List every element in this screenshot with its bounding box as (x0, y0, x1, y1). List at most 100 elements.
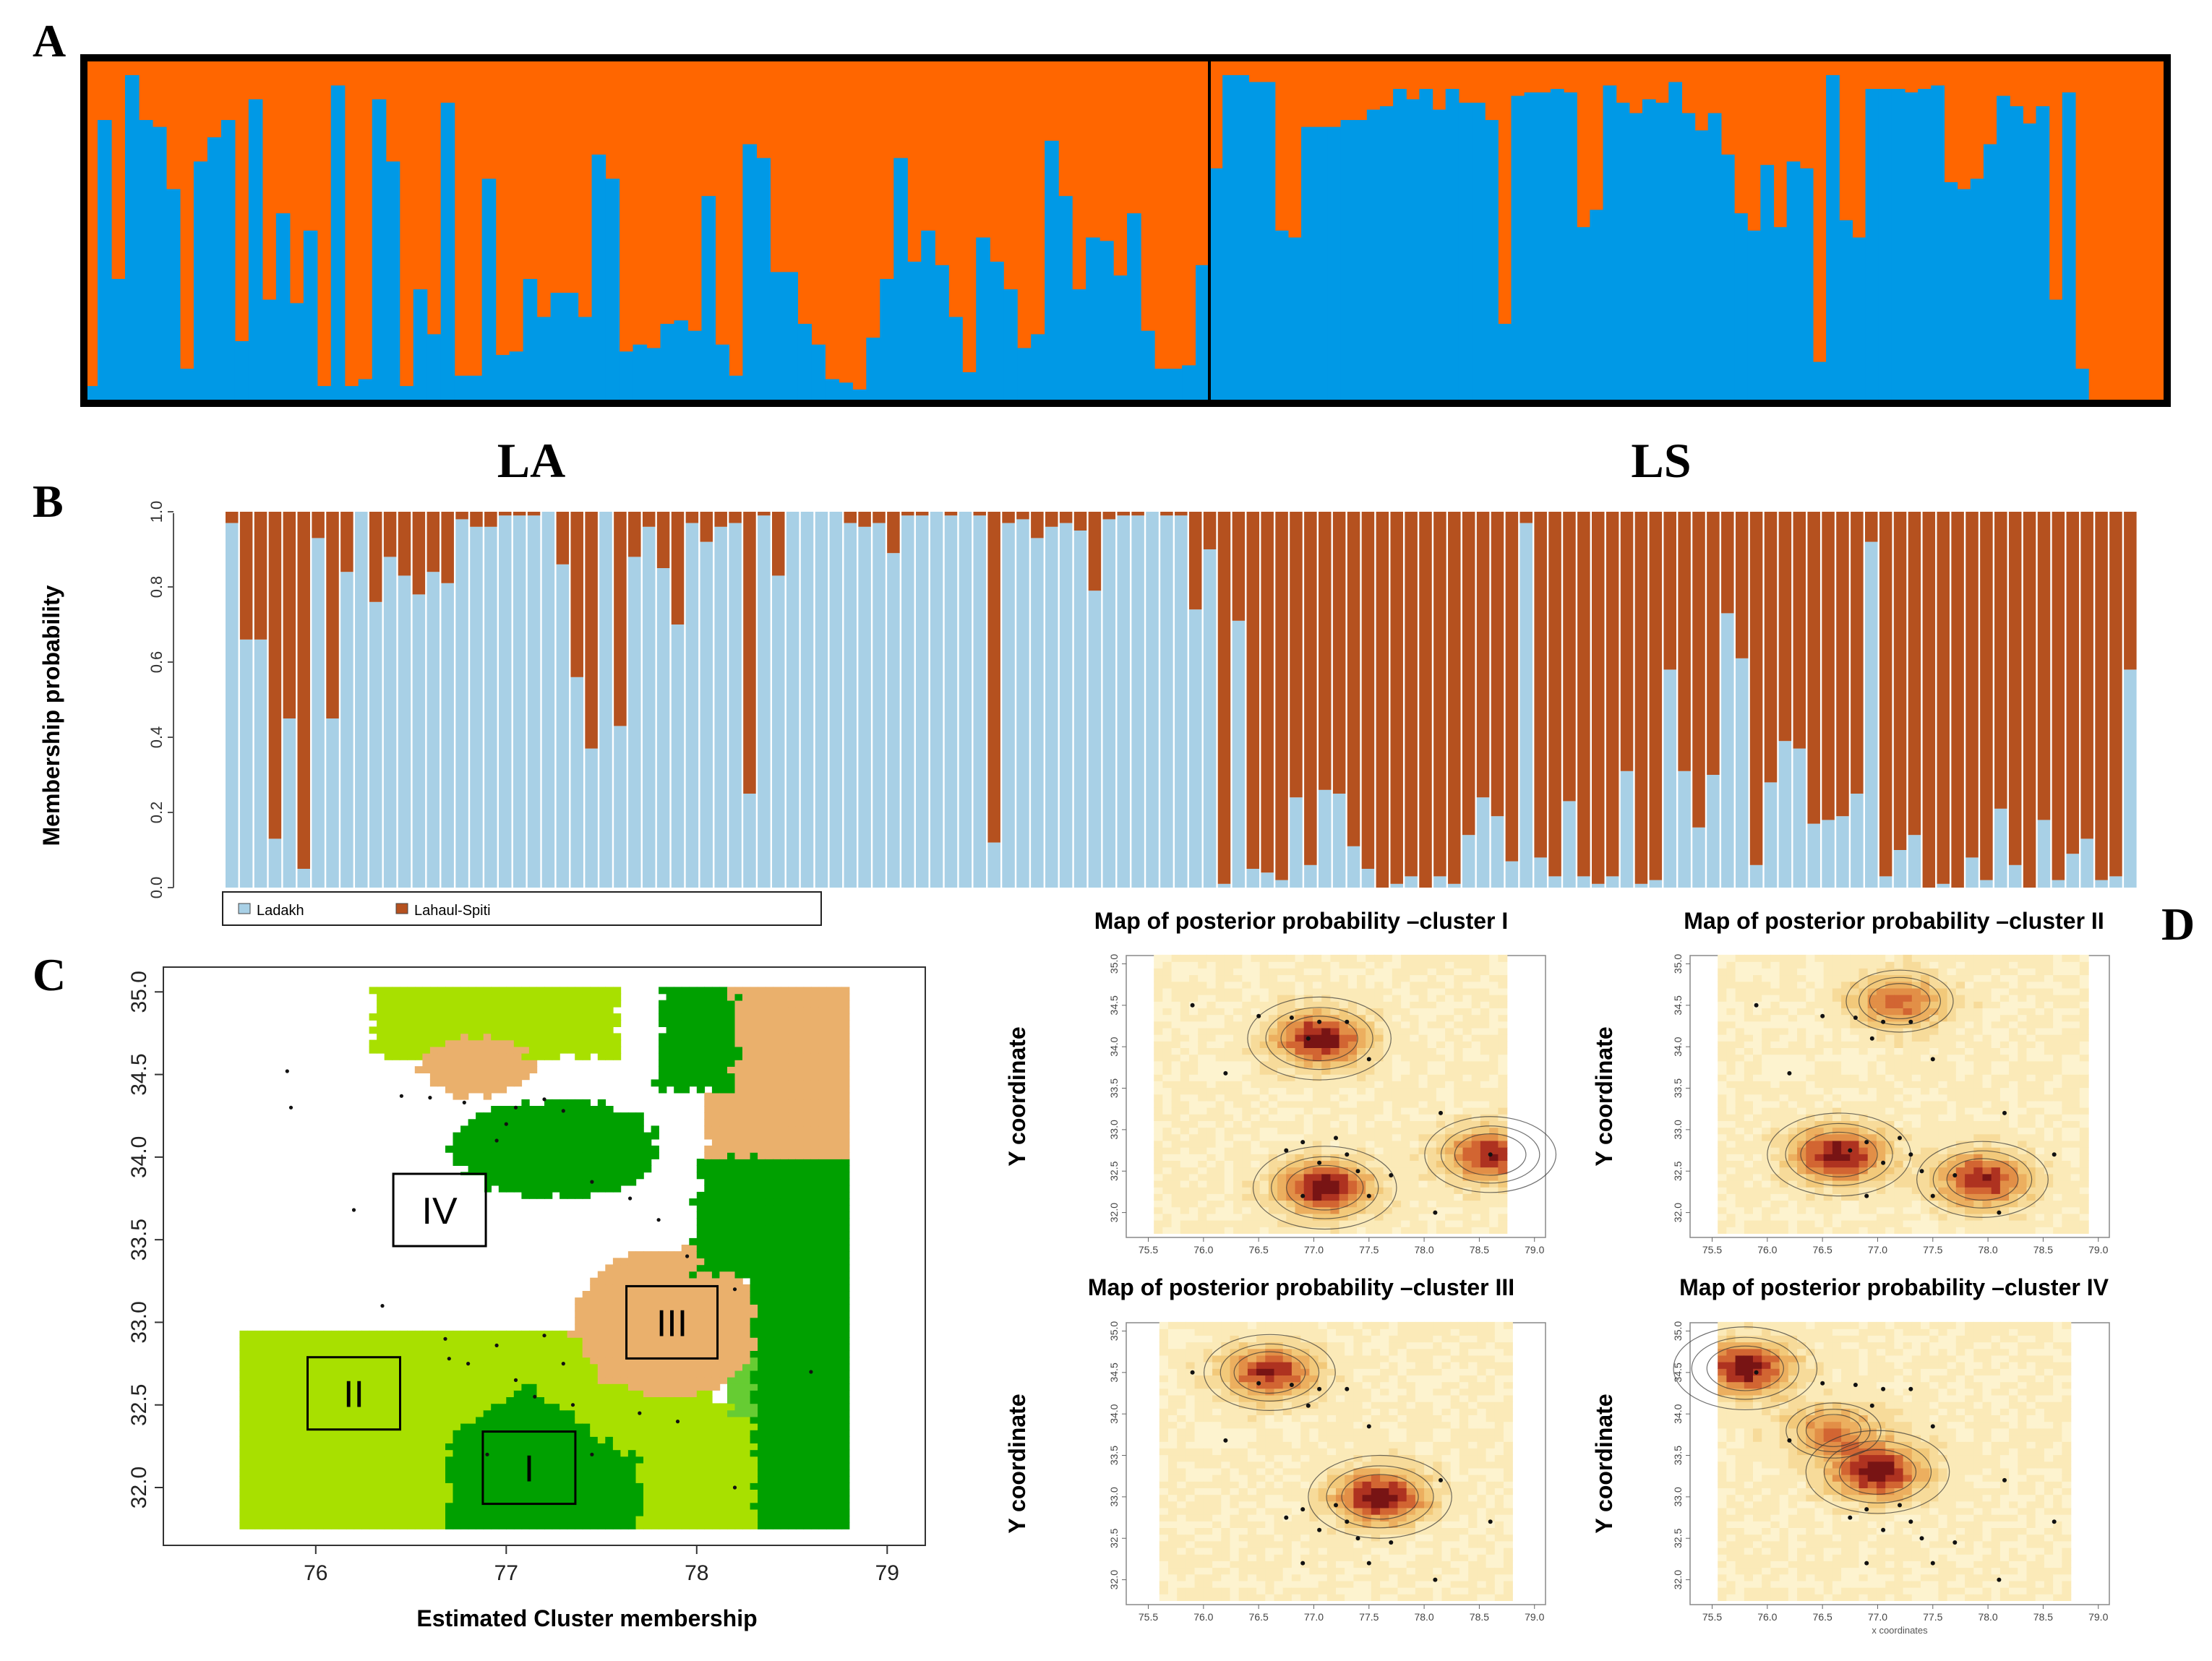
panel-c-cell (528, 1476, 538, 1483)
panel-c-cell (528, 1390, 538, 1397)
panel-c-cell (460, 1515, 469, 1523)
panel-c-cell (483, 1357, 492, 1365)
panel-c-cell (590, 1006, 599, 1014)
panel-c-cell (674, 1462, 682, 1470)
panel-c-cell (742, 1039, 751, 1047)
panel-c-cell (780, 1515, 789, 1523)
panel-c-cell (544, 1132, 553, 1140)
panel-c-cell (491, 1469, 500, 1477)
panel-c-cell (445, 987, 454, 995)
panel-c-cell (605, 1515, 614, 1523)
panel-c-cell (818, 1489, 827, 1497)
panel-c-cell (810, 987, 820, 995)
panel-c-cell (468, 1357, 476, 1365)
panel-c-cell (498, 1357, 507, 1365)
panel-c-cell (689, 1046, 698, 1054)
panel-c-cell (627, 1443, 637, 1451)
panel-c-cell (521, 1172, 530, 1180)
panel-b-bar-lahaul-spiti (743, 512, 756, 794)
panel-c-cell (833, 1495, 842, 1503)
panel-c-cell (330, 1390, 340, 1397)
panel-c-cell (742, 1198, 751, 1206)
panel-a-bar (2075, 369, 2089, 403)
panel-c-cell (575, 1145, 583, 1153)
panel-c-cell (795, 1099, 805, 1107)
panel-c-cell (612, 1052, 622, 1060)
panel-a-bar (1957, 189, 1971, 403)
panel-c-cell (491, 1482, 500, 1490)
panel-c-sample-point (399, 1094, 404, 1098)
panel-c-cell (696, 1396, 706, 1404)
panel-c-cell (704, 1422, 713, 1430)
panel-c-cell (674, 1046, 682, 1054)
panel-c-cell (468, 1396, 476, 1404)
panel-c-cell (810, 1297, 820, 1305)
panel-c-cell (643, 1264, 652, 1272)
panel-b-bar-ladakh (987, 842, 1000, 888)
panel-c-cell (476, 1112, 484, 1120)
panel-a-bar (839, 382, 853, 403)
panel-c-cell (612, 1396, 622, 1404)
panel-c-cell (689, 1363, 698, 1371)
panel-c-cell (719, 1264, 728, 1272)
panel-c-cell (323, 1344, 332, 1351)
posterior-map-cell (1154, 1206, 1164, 1214)
panel-c-cell (575, 1363, 583, 1371)
panel-c-cell (285, 1430, 293, 1437)
panel-c-cell (810, 1422, 820, 1430)
panel-c-cell (377, 1449, 385, 1457)
panel-b-bar-lahaul-spiti (1563, 512, 1576, 802)
panel-c-cell (605, 1264, 614, 1272)
panel-c-cell (696, 1489, 706, 1497)
panel-b-bar-lahaul-spiti (1692, 512, 1705, 828)
panel-c-cell (659, 1277, 667, 1285)
panel-c-cell (612, 1443, 622, 1451)
panel-c-cell (773, 1502, 781, 1510)
panel-c-cell (803, 1489, 812, 1497)
panel-c-cell (422, 1052, 431, 1060)
panel-c-cell (460, 1060, 469, 1067)
panel-c-cell (734, 1271, 743, 1279)
panel-c-cell (788, 1277, 797, 1285)
panel-c-cell (666, 1052, 674, 1060)
panel-c-cell (719, 1508, 728, 1516)
panel-c-cell (323, 1363, 332, 1371)
panel-c-cell (780, 1350, 789, 1358)
panel-c-cell (560, 1476, 568, 1483)
panel-c-cell (605, 1026, 614, 1034)
panel-c-cell (521, 1515, 530, 1523)
panel-c-cell (437, 1482, 446, 1490)
panel-c-cell (674, 1264, 682, 1272)
panel-c-cell (742, 1449, 751, 1457)
panel-c-cell (674, 1383, 682, 1391)
panel-c-cell (826, 1522, 835, 1529)
panel-c-cell (704, 1060, 713, 1067)
panel-c-cell (773, 1060, 781, 1067)
panel-c-cell (346, 1522, 355, 1529)
panel-c-cell (758, 1245, 766, 1252)
panel-c-cell (612, 1277, 622, 1285)
panel-c-cell (491, 1159, 500, 1166)
panel-c-cell (727, 1264, 736, 1272)
panel-c-cell (560, 1489, 568, 1497)
panel-c-cell (795, 1258, 805, 1266)
panel-c-cell (506, 987, 515, 995)
panel-c-cell (620, 1284, 629, 1292)
panel-c-cell (414, 1462, 424, 1470)
panel-c-cell (689, 1489, 698, 1497)
panel-c-cell (635, 1469, 644, 1477)
panel-c-cell (476, 1462, 484, 1470)
panel-c-cell (483, 1165, 492, 1173)
panel-c-cell (833, 1469, 842, 1477)
panel-c-cell (460, 1159, 469, 1166)
panel-c-cell (560, 1145, 568, 1153)
panel-c-cell (765, 1271, 773, 1279)
panel-c-cell (803, 1495, 812, 1503)
panel-c-cell (727, 1508, 736, 1516)
panel-c-cell (833, 993, 842, 1001)
panel-c-cell (795, 1000, 805, 1008)
posterior-map-cell (1154, 1008, 1164, 1016)
panel-c-cell (719, 1205, 728, 1212)
panel-c-cell (285, 1409, 293, 1417)
panel-b-bar-ladakh (800, 512, 814, 888)
